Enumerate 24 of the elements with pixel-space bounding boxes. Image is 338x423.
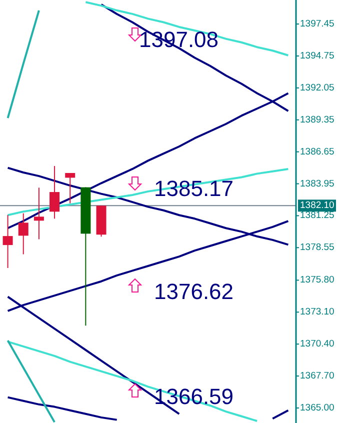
y-tick-label: 1375.80	[300, 274, 334, 286]
y-tick-label: 1381.25	[300, 210, 334, 222]
y-tick-label: 1383.95	[300, 178, 334, 190]
line-series	[6, 396, 118, 421]
line-series	[6, 340, 56, 423]
candlestick	[34, 187, 44, 240]
y-tick-label: 1389.35	[300, 114, 334, 126]
y-tick-label: 1367.70	[300, 370, 334, 382]
line-series	[6, 340, 258, 422]
y-tick-label: 1394.75	[300, 50, 334, 62]
candlestick	[18, 212, 28, 255]
y-tick-label: 1378.55	[300, 242, 334, 254]
candlestick	[2, 214, 13, 268]
y-tick-label: 1365.00	[300, 402, 334, 414]
annotation: 1376.62	[154, 278, 234, 304]
y-tick-label: 1386.65	[300, 146, 334, 158]
y-tick-label: 1392.05	[300, 82, 334, 94]
ref-line-label: 1382.10	[300, 200, 334, 212]
line-series	[6, 168, 290, 216]
y-tick-label: 1370.40	[300, 338, 334, 350]
candlestick	[50, 166, 60, 220]
y-tick-label: 1373.10	[300, 306, 334, 318]
candlestick	[65, 172, 76, 204]
y-tick-label: 1397.45	[300, 18, 334, 30]
